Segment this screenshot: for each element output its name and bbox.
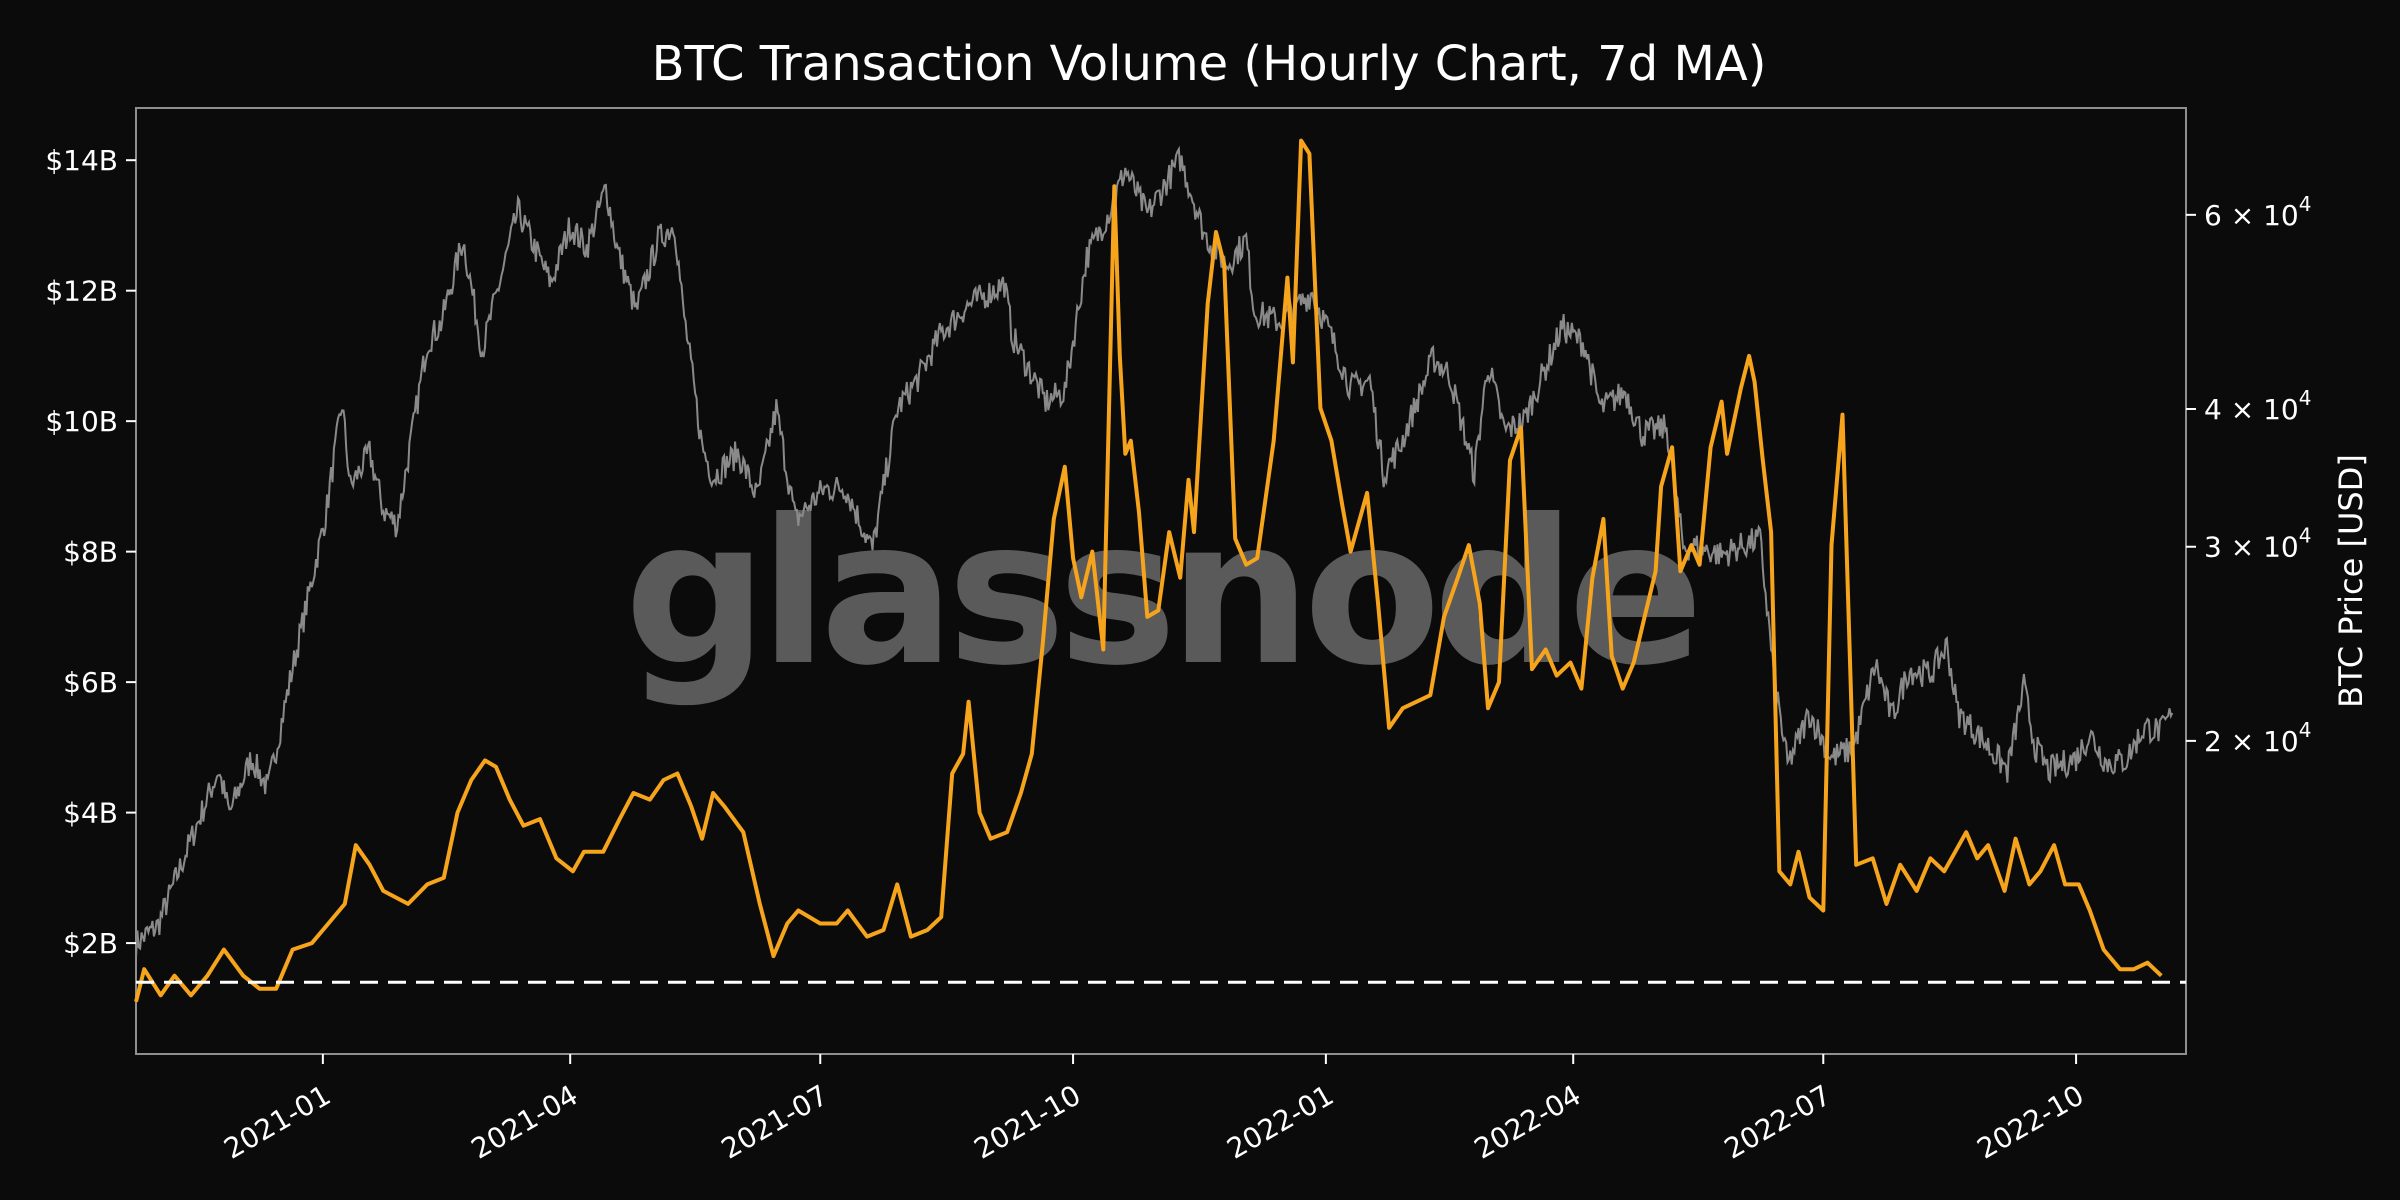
- y-right-tick-label: 4 × 104: [2204, 386, 2311, 426]
- y-axis-right: 2 × 104 3 × 104 4 × 104 6 × 104: [2186, 192, 2311, 758]
- y-right-tick-label: 3 × 104: [2204, 524, 2311, 564]
- y-right-tick-label: 2 × 104: [2204, 718, 2311, 758]
- y-left-tick-label: $10B: [45, 405, 118, 438]
- y-left-tick-label: $12B: [45, 275, 118, 308]
- y-right-tick-label: 6 × 104: [2204, 192, 2311, 232]
- series-line-price: [135, 145, 2174, 959]
- y-left-tick-label: $4B: [63, 797, 118, 830]
- y-axis-left: $2B $4B $6B $8B $10B $12B $14B: [45, 144, 136, 960]
- chart-title: BTC Transaction Volume (Hourly Chart, 7d…: [652, 36, 1767, 92]
- series-line-volume: [134, 138, 2163, 1003]
- y-left-tick-label: $6B: [63, 666, 118, 699]
- y-axis-right-label: BTC Price [USD]: [2332, 454, 2370, 708]
- y-left-tick-label: $14B: [45, 144, 118, 177]
- plot-area: glassnode: [134, 107, 2187, 1055]
- y-left-tick-label: $2B: [63, 927, 118, 960]
- y-left-tick-label: $8B: [63, 536, 118, 569]
